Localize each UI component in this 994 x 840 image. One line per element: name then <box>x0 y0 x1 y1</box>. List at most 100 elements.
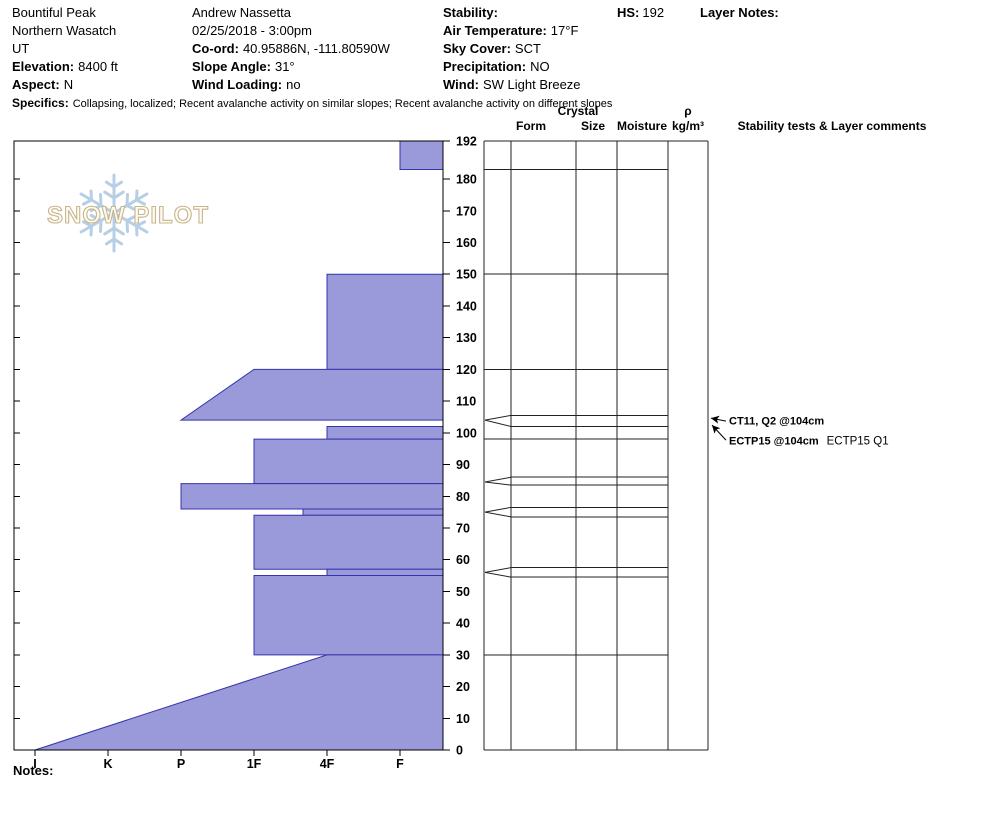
specifics-row: Specifics: Collapsing, localized; Recent … <box>12 95 612 112</box>
depth-tick-label: 50 <box>456 585 470 599</box>
depth-tick-label: 100 <box>456 426 477 440</box>
snowflake-line <box>79 211 116 234</box>
depth-tick-label: 90 <box>456 458 470 472</box>
air-temp-label: Air Temperature: <box>443 23 547 38</box>
depth-tick-label: 192 <box>456 135 477 149</box>
depth-tick-label: 10 <box>456 712 470 726</box>
snowflake-line <box>112 192 149 215</box>
hardness-axis-label: 4F <box>320 757 335 771</box>
logo-text: SNOW PILOT <box>47 202 209 229</box>
hardness-axis-label: I <box>33 757 36 771</box>
pit-datetime: 02/25/2018 - 3:00pm <box>192 23 312 38</box>
slope-angle-value: 31° <box>274 59 295 74</box>
sky-cover-label: Sky Cover: <box>443 41 511 56</box>
depth-tick-label: 30 <box>456 648 470 662</box>
depth-tick-label: 180 <box>456 173 477 187</box>
plot-frame <box>13 140 444 751</box>
sky-cover-row: Sky Cover: SCT <box>443 41 541 57</box>
layer-bar <box>253 438 444 485</box>
hardness-axis-label: P <box>177 757 185 771</box>
aspect-row: Aspect: N <box>12 77 73 93</box>
annotation-arrow <box>711 424 727 441</box>
snowflake-line <box>112 211 149 234</box>
aspect-value: N <box>63 77 74 92</box>
boundary-connector <box>484 481 512 486</box>
boundary-connector <box>484 506 512 513</box>
notes-label: Notes: <box>13 763 54 778</box>
snowpilot-logo: SNOW PILOT <box>46 173 209 253</box>
site-state: UT <box>12 41 30 56</box>
sky-cover-value: SCT <box>514 41 541 56</box>
aspect-label: Aspect: <box>12 77 60 92</box>
hs-row: HS: 192 <box>617 5 664 21</box>
depth-tick-label: 170 <box>456 204 477 218</box>
column-header-moisture: Moisture <box>616 119 668 133</box>
snowflake-line <box>103 226 116 236</box>
depth-tick-label: 160 <box>456 236 477 250</box>
hs-value: 192 <box>642 5 665 20</box>
snowflake-line <box>81 198 93 206</box>
stability-label: Stability: <box>443 5 498 20</box>
layer-bar <box>253 514 444 570</box>
column-header-density-symbol: ρ <box>684 104 692 118</box>
layer-bar <box>399 140 444 171</box>
specifics-label: Specifics: <box>12 96 69 110</box>
layer-bar <box>326 568 444 577</box>
column-header-size: Size <box>580 119 606 133</box>
wind-value: SW Light Breeze <box>482 77 581 92</box>
snowflake-line <box>125 204 139 213</box>
boundary-connector <box>484 571 512 578</box>
observer-name: Andrew Nassetta <box>192 5 291 20</box>
snowflake-line <box>98 193 103 207</box>
depth-tick-label: 40 <box>456 617 470 631</box>
boundary-connector <box>484 511 512 518</box>
wind-loading-value: no <box>286 77 301 92</box>
depth-tick-label: 140 <box>456 299 477 313</box>
layer-notes-label: Layer Notes: <box>700 5 779 20</box>
column-header-density-units: kg/m³ <box>671 119 705 133</box>
layer-bar <box>326 273 444 370</box>
coord-value: 40.95886N, -111.80590W <box>242 41 390 56</box>
depth-tick-label: 20 <box>456 680 470 694</box>
boundary-connector <box>484 476 512 483</box>
column-header-crystal: Crystal <box>557 104 599 118</box>
hardness-axis-label: F <box>396 757 404 771</box>
boundary-connector <box>484 567 512 573</box>
elevation-label: Elevation: <box>12 59 75 74</box>
depth-tick-label: 130 <box>456 331 477 345</box>
slope-angle-row: Slope Angle: 31° <box>192 59 295 75</box>
layer-bar <box>302 508 444 516</box>
slope-angle-label: Slope Angle: <box>192 59 271 74</box>
snowflake-line <box>125 213 139 222</box>
layer-notes-row: Layer Notes: <box>700 5 779 21</box>
snowflake-line <box>79 192 116 215</box>
wind-label: Wind: <box>443 77 479 92</box>
air-temp-row: Air Temperature: 17°F <box>443 23 578 39</box>
depth-tick-label: 150 <box>456 268 477 282</box>
specifics-value: Collapsing, localized; Recent avalanche … <box>72 98 613 110</box>
snowflake-line <box>125 219 130 233</box>
elevation-row: Elevation: 8400 ft <box>12 59 118 75</box>
depth-tick-label: 80 <box>456 490 470 504</box>
column-header-comments: Stability tests & Layer comments <box>737 119 927 133</box>
precipitation-value: NO <box>530 59 550 74</box>
wind-loading-label: Wind Loading: <box>192 77 283 92</box>
snowflake-line <box>89 204 103 213</box>
snowflake-line <box>135 220 147 228</box>
depth-tick-label: 110 <box>456 395 476 409</box>
depth-tick-label: 0 <box>456 744 463 758</box>
snowflake-line <box>98 219 103 233</box>
snowflake-icon <box>79 173 149 253</box>
depth-tick-label: 60 <box>456 553 470 567</box>
elevation-value: 8400 ft <box>78 59 118 74</box>
snowflake-line <box>104 180 116 189</box>
stability-row: Stability: <box>443 5 502 21</box>
column-header-form: Form <box>516 119 546 133</box>
hardness-axis-label: 1F <box>247 757 262 771</box>
site-name: Bountiful Peak <box>12 5 96 20</box>
snowflake-line <box>112 190 125 200</box>
precipitation-row: Precipitation: NO <box>443 59 550 75</box>
boundary-connector <box>484 419 512 427</box>
stability-test-label: CT11, Q2 @104cm <box>729 416 824 428</box>
